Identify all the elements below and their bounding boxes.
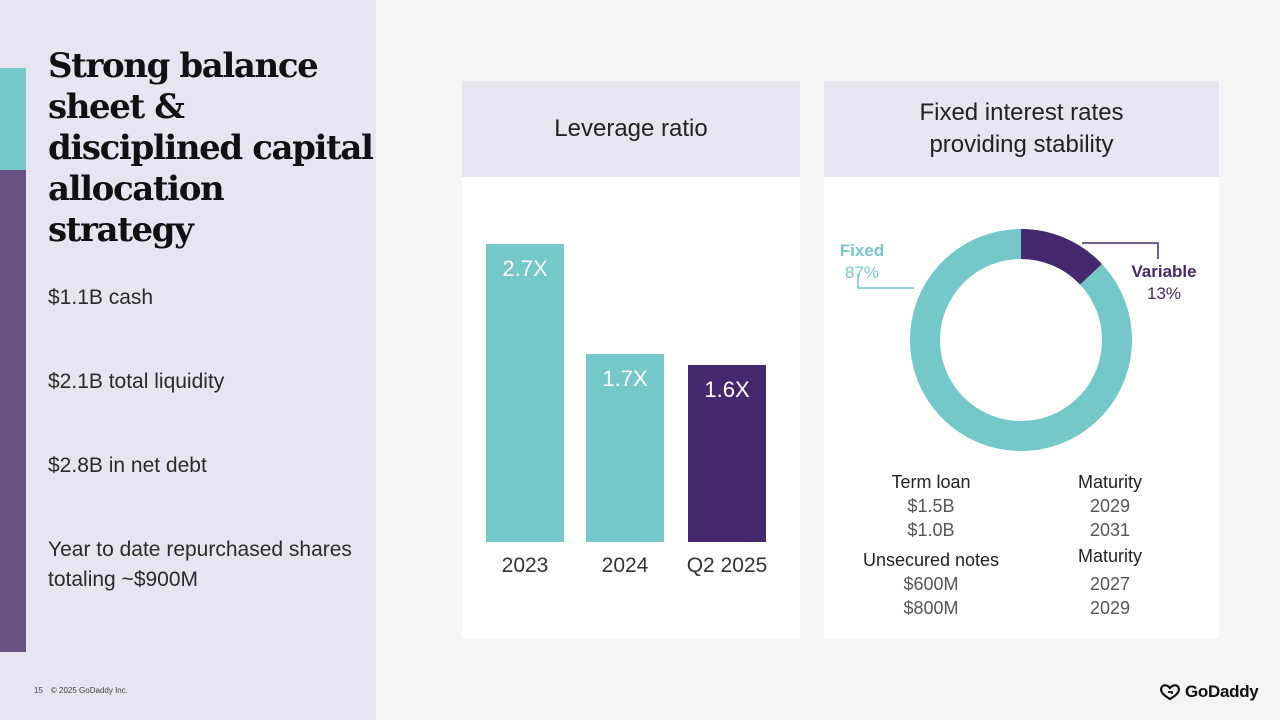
bar-category-label: 2024 [601,554,649,577]
logo-text: GoDaddy [1185,682,1259,701]
maturity-year: 2029 [1089,496,1131,516]
bar-data-label: 1.7X [602,366,648,391]
maturity-year: 2027 [1089,574,1131,594]
left-panel: Strong balance sheet & disciplined capit… [0,0,376,720]
donut-slice-variable [1020,229,1102,285]
maturity-header: Maturity [1077,546,1142,566]
variable-pct: 13% [1146,284,1182,303]
donut-label-fixed: Fixed 87% [836,240,888,284]
fixed-name: Fixed [839,241,885,260]
leverage-card-title: Leverage ratio [462,81,800,177]
fixed-pct: 87% [844,263,880,282]
term-loan-column: Term loan $1.5B $1.0B [861,470,1001,542]
maturity-year: 2031 [1089,520,1131,540]
accent-bar-purple [0,170,26,652]
leader-line-fixed [857,274,914,289]
slide-title: Strong balance sheet & disciplined capit… [48,46,374,250]
bar-q2-2025: 1.6X [688,365,766,542]
godaddy-logo: GoDaddy [1159,682,1259,702]
leader-line-variable [1082,242,1159,259]
bar-category-label: Q2 2025 [686,554,768,577]
rates-card-title-text: Fixed interest rates providing stability [919,99,1124,158]
variable-name: Variable [1131,262,1197,281]
copyright: © 2025 GoDaddy Inc. [50,686,128,695]
accent-bar-teal [0,68,26,170]
term-loan-maturity-column: Maturity 2029 2031 [1060,470,1160,542]
stat-net-debt: $2.8B in net debt [48,454,207,477]
unsecured-maturity-column: Maturity 2027 2029 [1060,544,1160,620]
unsecured-notes-column: Unsecured notes $600M $800M [851,548,1011,620]
stat-repurchase: Year to date repurchased shares totaling… [48,538,352,591]
term-loan-header: Term loan [891,472,971,492]
godaddy-logo-icon [1160,684,1180,701]
bar-2023: 2.7X [486,244,564,542]
unsecured-notes-header: Unsecured notes [862,550,1000,570]
stat-liquidity: $2.1B total liquidity [48,370,225,393]
term-loan-amount: $1.0B [907,520,955,540]
unsecured-amount: $800M [903,598,959,618]
stat-cash: $1.1B cash [48,286,154,309]
bar-2024: 1.7X [586,354,664,542]
term-loan-amount: $1.5B [907,496,955,516]
donut-chart [857,229,1159,451]
leverage-card: Leverage ratio 2.7X 2023 1.7X 2024 1.6X Q2 20… [462,81,800,638]
bar-data-label: 2.7X [502,256,548,281]
maturity-year: 2029 [1089,598,1131,618]
bar-data-label: 1.6X [704,377,750,402]
rates-card: Fixed interest rates providing stability… [824,81,1219,638]
unsecured-amount: $600M [903,574,959,594]
page-number: 15 [34,686,43,695]
rates-card-title: Fixed interest rates providing stability [824,81,1219,177]
bar-category-label: 2023 [501,554,549,577]
footer: 15 © 2025 GoDaddy Inc. [34,686,136,695]
donut-label-variable: Variable 13% [1124,261,1204,305]
maturity-header: Maturity [1077,472,1142,492]
